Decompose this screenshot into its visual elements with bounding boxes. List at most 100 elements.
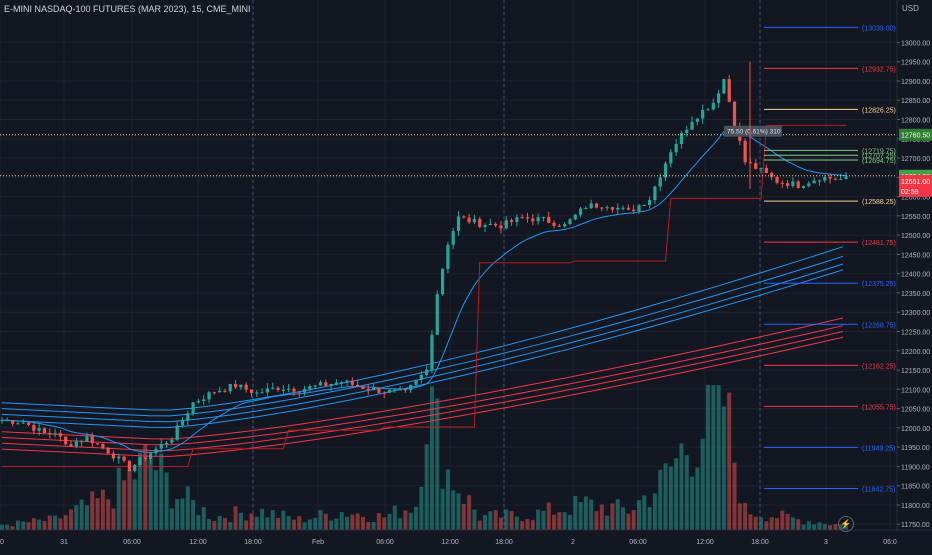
- volume-bar: [58, 518, 63, 530]
- candle-body: [786, 183, 790, 187]
- volume-bar: [461, 503, 466, 530]
- candle-body: [823, 177, 827, 181]
- candle-body: [117, 456, 121, 459]
- level-label: (12375.25): [862, 281, 896, 288]
- volume-bar: [530, 520, 535, 530]
- volume-bar: [737, 503, 742, 530]
- candle-body: [271, 387, 275, 389]
- candle-body: [462, 216, 466, 218]
- volume-bar: [594, 511, 599, 530]
- volume-bar: [557, 512, 562, 530]
- candle-body: [626, 207, 630, 210]
- candle-body: [329, 383, 333, 386]
- volume-bar: [106, 499, 111, 530]
- volume-bar: [552, 514, 557, 530]
- candle-body: [180, 420, 185, 426]
- volume-bar: [578, 502, 583, 530]
- candle-body: [387, 389, 392, 393]
- volume-bar: [488, 511, 493, 530]
- level-label: (12932.75): [862, 66, 896, 73]
- currency-label[interactable]: USD: [902, 4, 919, 13]
- volume-bar: [334, 518, 339, 530]
- volume-bar: [31, 518, 36, 530]
- candle-body: [366, 389, 370, 391]
- candle-body: [796, 181, 800, 188]
- price-axis[interactable]: 11750.00 11800.00 11850.00 11900.00 11950.00…: [896, 0, 932, 530]
- candle-body: [127, 460, 131, 471]
- volume-bar: [270, 510, 275, 530]
- time-tick-label: 18:00: [751, 539, 769, 546]
- volume-bar: [260, 508, 265, 530]
- candle-body: [170, 439, 174, 443]
- price-tick-label: 11850.00: [901, 484, 930, 491]
- candle-body: [16, 423, 20, 425]
- price-tick-label: 12250.00: [901, 329, 930, 336]
- volume-bar: [679, 443, 684, 530]
- candle-body: [669, 152, 673, 164]
- candle-body: [600, 207, 604, 209]
- time-tick-label: 12:00: [696, 539, 714, 546]
- last-price-badge: [899, 174, 932, 197]
- candle-body: [536, 217, 540, 222]
- volume-bar: [790, 517, 795, 530]
- candle-body: [515, 217, 519, 222]
- candle-body: [732, 101, 737, 127]
- candle-body: [90, 436, 94, 444]
- volume-bar: [636, 500, 641, 530]
- candle-body: [775, 176, 779, 183]
- candle-body: [685, 129, 689, 133]
- price-tick-label: 12950.00: [901, 60, 930, 67]
- candle-body: [435, 294, 439, 335]
- symbol-title[interactable]: E-MINI NASDAQ-100 FUTURES (MAR 2023), 15…: [4, 4, 251, 14]
- candle-body: [828, 177, 832, 179]
- candle-body: [233, 383, 238, 388]
- candle-body: [717, 93, 721, 103]
- volume-bar: [153, 470, 158, 530]
- candle-body: [727, 79, 731, 102]
- candle-body: [260, 392, 264, 394]
- lightning-icon[interactable]: ⚡: [838, 516, 854, 532]
- fast-ma-line: [2, 127, 847, 454]
- candle-body: [265, 388, 270, 393]
- candle-body: [313, 385, 317, 387]
- candle-body: [164, 442, 169, 445]
- volume-bar: [753, 516, 758, 530]
- price-tick-label: 11800.00: [901, 503, 930, 510]
- moving-average-ribbons: [1, 124, 847, 467]
- candle-body: [658, 177, 662, 187]
- volume-bar: [642, 495, 647, 530]
- volume-bar: [169, 508, 174, 530]
- candle-body: [706, 109, 710, 111]
- candle-body: [228, 383, 232, 392]
- volume-bar: [318, 510, 323, 530]
- volume-bar: [785, 513, 790, 530]
- volume-bar: [159, 453, 164, 530]
- volume-bar: [132, 479, 137, 530]
- price-tick-label: 12900.00: [901, 79, 930, 86]
- volume-bar: [323, 513, 328, 530]
- trailing-stop-line: [2, 124, 846, 467]
- candle-body: [504, 220, 508, 229]
- volume-bar: [822, 524, 827, 530]
- candle-body: [324, 382, 328, 386]
- volume-bar: [536, 509, 541, 530]
- volume-bar: [467, 495, 472, 530]
- time-axis[interactable]: 00 31 06:00 12:00 18:00 Feb 06:00 12:00 18:00 2 06…: [0, 529, 932, 546]
- candles[interactable]: [0, 74, 848, 473]
- candle-body: [594, 203, 599, 208]
- volume-bar: [116, 467, 121, 530]
- overlays: 75.50 (0.61%) 310: [0, 61, 897, 189]
- candle-body: [605, 207, 609, 209]
- candle-body: [780, 182, 784, 184]
- volume-bar: [610, 503, 615, 530]
- volume-bar: [690, 476, 695, 530]
- candle-body: [101, 443, 105, 448]
- volume-bar: [0, 524, 4, 530]
- volume-bar: [833, 524, 838, 530]
- volume-bar: [567, 514, 572, 530]
- candle-body: [276, 387, 280, 390]
- candle-body: [218, 390, 222, 393]
- volume-bar: [291, 519, 296, 530]
